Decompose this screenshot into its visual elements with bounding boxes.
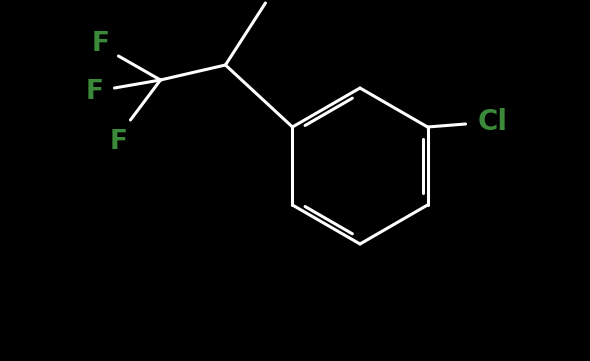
Text: Cl: Cl <box>477 108 507 136</box>
Text: F: F <box>110 129 127 155</box>
Text: F: F <box>86 79 103 105</box>
Text: F: F <box>91 31 110 57</box>
